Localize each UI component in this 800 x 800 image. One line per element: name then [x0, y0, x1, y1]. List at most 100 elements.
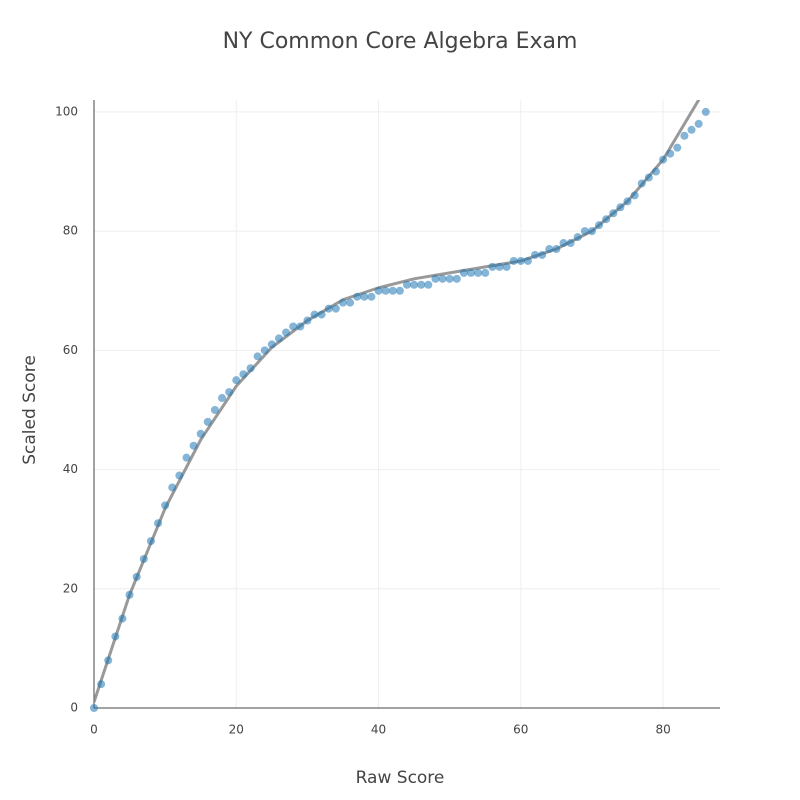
point: [218, 394, 227, 403]
x-tick-label: 80: [655, 723, 670, 737]
point: [573, 233, 582, 242]
chart-title: NY Common Core Algebra Exam: [223, 29, 578, 54]
point: [331, 304, 340, 313]
point: [132, 572, 141, 581]
point: [317, 310, 326, 319]
fit-line: [94, 100, 701, 703]
y-axis-title: Scaled Score: [20, 355, 40, 465]
point: [488, 262, 497, 271]
x-tick-label: 40: [371, 723, 386, 737]
point: [388, 286, 397, 295]
point: [452, 274, 461, 283]
point: [459, 268, 468, 277]
point: [182, 453, 191, 462]
point: [374, 286, 383, 295]
point: [289, 322, 298, 331]
point: [338, 298, 347, 307]
point: [360, 292, 369, 301]
point: [516, 256, 525, 265]
point: [346, 298, 355, 307]
point: [395, 286, 404, 295]
point: [232, 376, 241, 385]
y-tick-label: 0: [70, 701, 78, 715]
x-tick-label: 60: [513, 723, 528, 737]
point: [225, 388, 234, 397]
point: [694, 119, 703, 128]
point: [673, 143, 682, 152]
point: [90, 704, 98, 712]
point: [595, 221, 604, 230]
point: [651, 167, 660, 176]
point: [523, 256, 532, 265]
point: [467, 268, 476, 277]
point: [616, 203, 625, 212]
point: [659, 155, 668, 164]
point: [630, 191, 639, 200]
point: [481, 268, 490, 277]
point: [417, 280, 426, 289]
point: [602, 215, 611, 224]
y-tick-label: 60: [63, 343, 78, 357]
point: [431, 274, 440, 283]
point: [531, 250, 540, 259]
point: [282, 328, 291, 337]
point: [175, 471, 184, 480]
point: [559, 239, 568, 248]
point: [189, 441, 198, 450]
point: [666, 149, 675, 158]
x-tick-label: 0: [90, 723, 98, 737]
point: [509, 256, 518, 265]
point: [623, 197, 632, 206]
point: [644, 173, 653, 182]
x-tick-label: 20: [229, 723, 244, 737]
point: [139, 554, 148, 563]
point: [566, 239, 575, 248]
point: [161, 501, 170, 510]
point: [303, 316, 312, 325]
point: [438, 274, 447, 283]
y-tick-label: 40: [63, 462, 78, 476]
y-tick-label: 100: [55, 104, 78, 118]
point: [104, 656, 113, 665]
point: [580, 227, 589, 236]
point: [445, 274, 454, 283]
point: [168, 483, 177, 492]
point: [410, 280, 419, 289]
point: [97, 680, 106, 689]
point: [239, 370, 248, 379]
point: [260, 346, 269, 355]
x-axis-title: Raw Score: [356, 768, 445, 788]
point: [502, 262, 511, 271]
point: [310, 310, 319, 319]
point: [609, 209, 618, 218]
point: [403, 280, 411, 289]
point: [125, 590, 134, 599]
point: [353, 292, 362, 301]
point: [495, 262, 504, 271]
point: [680, 131, 689, 140]
point: [111, 632, 120, 641]
point: [296, 322, 305, 331]
point: [154, 519, 163, 528]
point: [552, 245, 561, 254]
point: [118, 614, 127, 623]
point: [587, 227, 596, 236]
point: [424, 280, 433, 289]
point: [324, 304, 333, 313]
point: [381, 286, 390, 295]
point: [253, 352, 262, 361]
point: [687, 125, 696, 134]
point: [637, 179, 646, 188]
point: [367, 292, 376, 301]
point: [545, 245, 554, 254]
point: [538, 250, 547, 259]
point: [701, 107, 710, 116]
point: [196, 429, 205, 438]
point: [274, 334, 283, 343]
y-tick-label: 20: [63, 581, 78, 595]
point: [267, 340, 276, 349]
point: [474, 268, 483, 277]
point: [146, 537, 155, 546]
point: [203, 417, 212, 426]
